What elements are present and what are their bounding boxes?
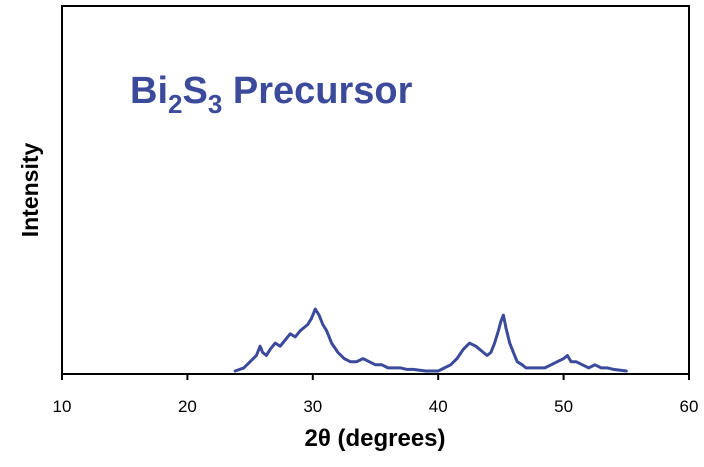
chart-title: Bi2S3 Precursor [130,70,413,119]
y-axis-label: Intensity [17,143,43,238]
x-axis-label: 2θ (degrees) [304,425,445,452]
x-tick-label: 50 [554,397,573,416]
x-tick-label: 40 [429,397,448,416]
xrd-series-line [233,307,628,373]
chart-title-part-2: S [182,70,207,112]
x-axis-ticks: 10 20 30 40 50 60 [53,374,699,416]
chart-title-subscript-2: 3 [208,89,222,119]
plot-frame [61,5,690,375]
chart-title-part-1: Bi [130,70,168,112]
x-tick-label: 30 [303,397,322,416]
series-layer [233,307,628,373]
x-tick-label: 10 [53,397,72,416]
x-tick-label: 60 [680,397,699,416]
chart-title-part-3: Precursor [222,70,412,112]
chart-title-subscript-1: 2 [168,89,182,119]
x-tick-label: 20 [178,397,197,416]
